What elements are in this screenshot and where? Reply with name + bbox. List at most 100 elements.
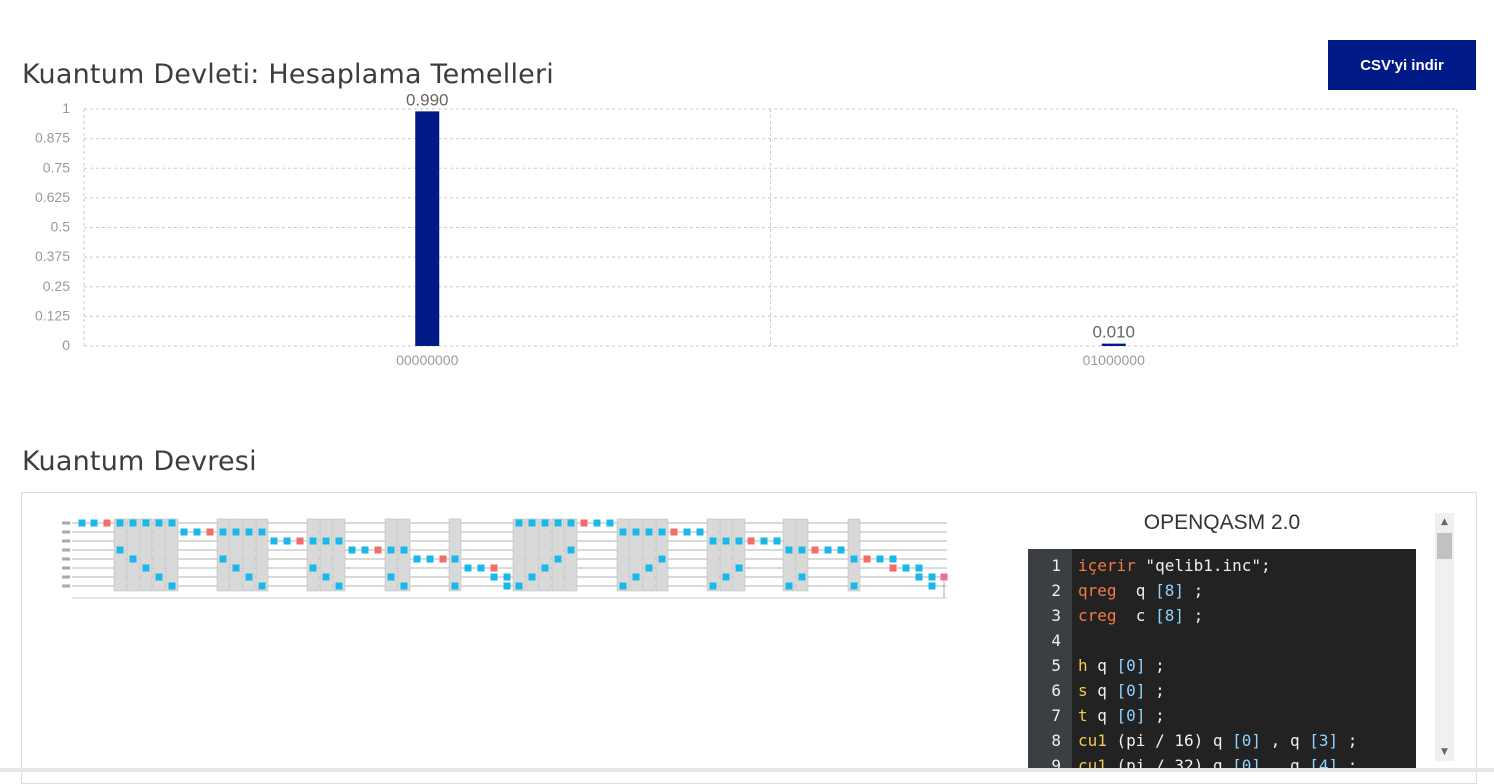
gate-box[interactable] [850,582,858,590]
gate-box[interactable] [270,537,278,545]
gate-box[interactable] [309,537,317,545]
gate-box[interactable] [116,519,124,527]
gate-box[interactable] [142,519,150,527]
gate-box[interactable] [785,546,793,554]
gate-box[interactable] [335,582,343,590]
gate-box[interactable] [567,519,575,527]
gate-box[interactable] [632,573,640,581]
gate-box[interactable] [515,582,523,590]
gate-box[interactable] [863,555,871,563]
gate-box[interactable] [554,519,562,527]
gate-box[interactable] [696,528,704,536]
gate-box[interactable] [180,528,188,536]
gate-box[interactable] [915,564,923,572]
gate-box[interactable] [747,537,755,545]
gate-box[interactable] [361,546,369,554]
gate-box[interactable] [335,537,343,545]
gate-box[interactable] [889,555,897,563]
gate-box[interactable] [219,555,227,563]
gate-box[interactable] [400,546,408,554]
gate-box[interactable] [619,582,627,590]
gate-box[interactable] [889,564,897,572]
gate-box[interactable] [193,528,201,536]
gate-box[interactable] [490,564,498,572]
gate-box[interactable] [283,537,291,545]
gate-box[interactable] [658,528,666,536]
gate-box[interactable] [645,528,653,536]
scroll-thumb[interactable] [1437,533,1452,559]
scroll-up-arrow-icon[interactable]: ▲ [1441,517,1448,527]
gate-box[interactable] [567,546,575,554]
gate-box[interactable] [258,582,266,590]
gate-box[interactable] [528,573,536,581]
gate-box[interactable] [580,519,588,527]
gate-box[interactable] [785,582,793,590]
gate-box[interactable] [439,555,447,563]
gate-box[interactable] [322,537,330,545]
gate-box[interactable] [168,582,176,590]
gate-box[interactable] [645,564,653,572]
gate-box[interactable] [528,519,536,527]
gate-box[interactable] [245,573,253,581]
gate-box[interactable] [232,528,240,536]
gate-box[interactable] [490,573,498,581]
bar[interactable] [415,111,440,347]
gate-box[interactable] [683,528,691,536]
editor-scrollbar[interactable]: ▲ ▼ [1435,513,1454,761]
gate-box[interactable] [296,537,304,545]
gate-box[interactable] [309,564,317,572]
gate-box[interactable] [632,528,640,536]
gate-box[interactable] [232,564,240,572]
gate-box[interactable] [245,528,253,536]
gate-box[interactable] [515,519,523,527]
gate-box[interactable] [722,537,730,545]
gate-box[interactable] [155,573,163,581]
gate-box[interactable] [387,546,395,554]
gate-box[interactable] [915,573,923,581]
gate-box[interactable] [129,555,137,563]
gate-box[interactable] [451,555,459,563]
gate-box[interactable] [541,564,549,572]
gate-box[interactable] [155,519,163,527]
gate-box[interactable] [811,546,819,554]
gate-box[interactable] [928,582,936,590]
measure-gate[interactable] [940,573,948,581]
gate-box[interactable] [670,528,678,536]
gate-box[interactable] [554,555,562,563]
gate-box[interactable] [464,564,472,572]
gate-box[interactable] [451,582,459,590]
gate-box[interactable] [837,546,845,554]
gate-box[interactable] [142,564,150,572]
gate-box[interactable] [116,546,124,554]
gate-box[interactable] [400,582,408,590]
gate-box[interactable] [129,519,137,527]
gate-box[interactable] [541,519,549,527]
gate-box[interactable] [103,519,111,527]
gate-box[interactable] [619,528,627,536]
gate-box[interactable] [503,573,511,581]
gate-box[interactable] [824,546,832,554]
gate-box[interactable] [593,519,601,527]
gate-box[interactable] [387,573,395,581]
gate-box[interactable] [322,573,330,581]
bar[interactable] [1101,343,1126,346]
scroll-down-arrow-icon[interactable]: ▼ [1441,747,1448,757]
gate-box[interactable] [658,555,666,563]
gate-box[interactable] [722,573,730,581]
download-csv-button[interactable]: CSV'yi indir [1328,40,1476,90]
gate-box[interactable] [928,573,936,581]
gate-box[interactable] [850,555,858,563]
gate-box[interactable] [206,528,214,536]
circuit-diagram[interactable] [62,518,952,604]
gate-box[interactable] [258,528,266,536]
gate-box[interactable] [735,564,743,572]
gate-box[interactable] [760,537,768,545]
gate-box[interactable] [219,528,227,536]
gate-box[interactable] [477,564,485,572]
gate-box[interactable] [168,519,176,527]
gate-box[interactable] [374,546,382,554]
gate-box[interactable] [876,555,884,563]
gate-box[interactable] [90,519,98,527]
gate-box[interactable] [773,537,781,545]
gate-box[interactable] [426,555,434,563]
